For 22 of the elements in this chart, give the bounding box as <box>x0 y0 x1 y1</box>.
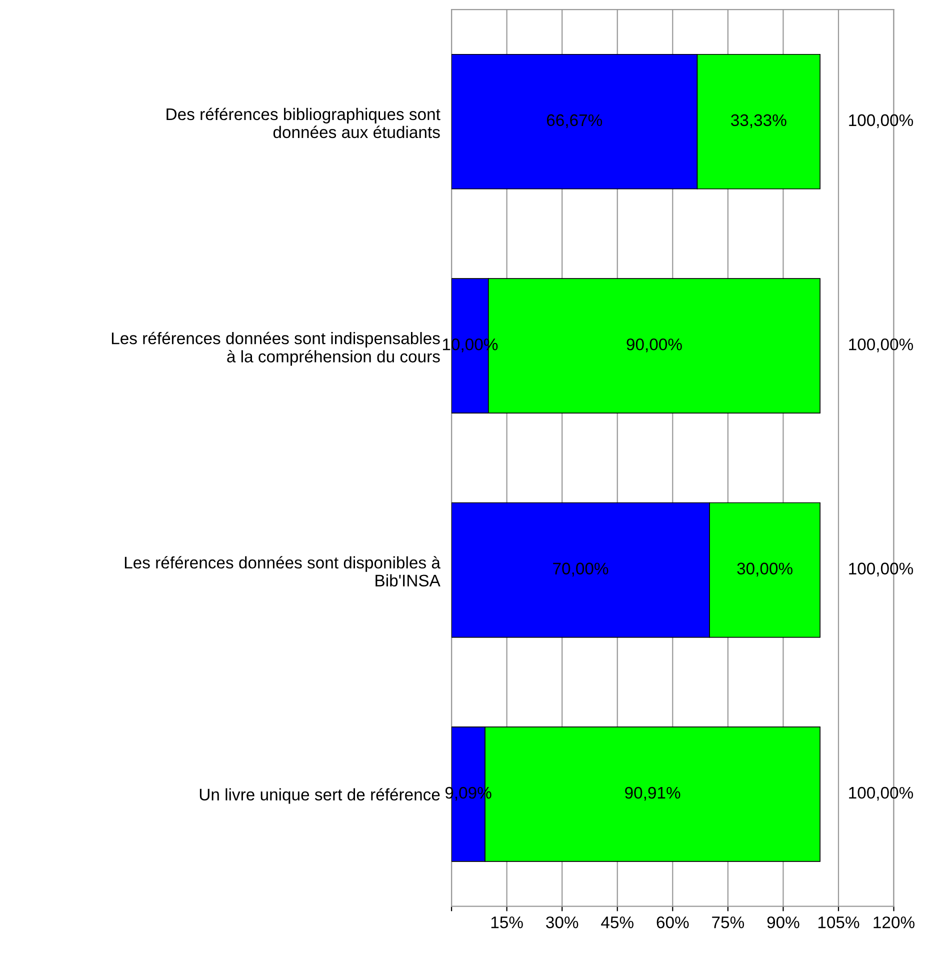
x-tick-label: 90% <box>767 916 800 928</box>
x-tick-label: 120% <box>874 916 914 928</box>
data-label: 30,00% <box>737 562 792 576</box>
data-label: 33,33% <box>731 114 786 128</box>
data-label: 66,67% <box>546 114 602 128</box>
y-tick-label: Des références bibliographiques sont données aux étudiants <box>166 108 440 138</box>
total-label: 100,00% <box>849 786 914 801</box>
total-label: 100,00% <box>849 114 914 128</box>
x-tick-label: 105% <box>818 916 860 928</box>
y-tick-label: Les références données sont indispensables à la compréhension du cours <box>112 332 440 366</box>
x-tick-label: 15% <box>491 916 523 928</box>
x-tick-label: 30% <box>546 916 578 928</box>
data-label: 90,00% <box>626 338 682 352</box>
y-tick-label: Les références données sont disponibles à Bib'INSA <box>124 556 440 586</box>
y-tick-label: Un livre unique sert de référence <box>200 788 440 804</box>
data-label: 70,00% <box>553 562 608 576</box>
total-label: 100,00% <box>849 338 914 352</box>
total-label: 100,00% <box>849 562 914 576</box>
x-tick-label: 60% <box>656 916 689 928</box>
data-label: 90,91% <box>625 786 680 801</box>
x-tick-label: 45% <box>601 916 634 928</box>
x-tick-label: 75% <box>712 916 744 928</box>
